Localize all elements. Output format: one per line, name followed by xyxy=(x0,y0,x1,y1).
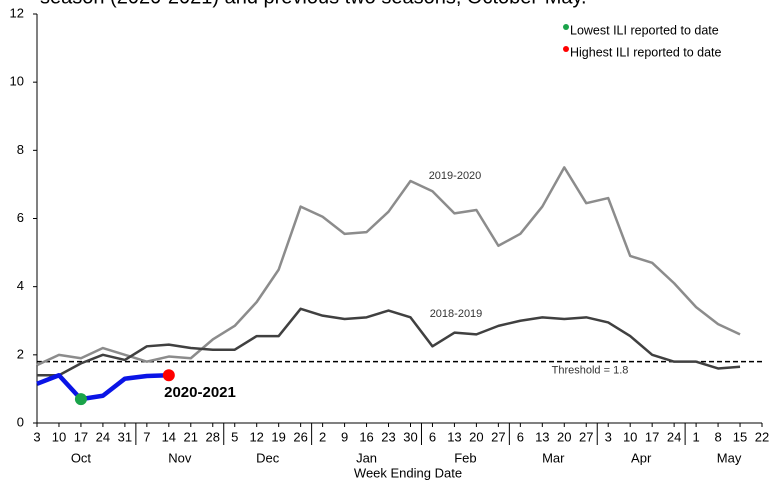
x-tick-label: 21 xyxy=(184,429,198,444)
x-tick-label: 3 xyxy=(33,429,40,444)
y-tick-label: 6 xyxy=(17,210,24,225)
x-tick-label: 27 xyxy=(579,429,593,444)
x-tick-label: 9 xyxy=(341,429,348,444)
series-label: 2019-2020 xyxy=(429,170,482,182)
x-tick-label: 14 xyxy=(162,429,176,444)
x-axis-label: Week Ending Date xyxy=(354,465,462,480)
x-tick-label: 17 xyxy=(645,429,659,444)
x-tick-label: 24 xyxy=(667,429,681,444)
x-tick-label: 16 xyxy=(359,429,373,444)
x-tick-label: 31 xyxy=(118,429,132,444)
x-tick-label: 22 xyxy=(755,429,769,444)
x-tick-label: 17 xyxy=(74,429,88,444)
x-tick-label: 27 xyxy=(491,429,505,444)
y-tick-label: 8 xyxy=(17,142,24,157)
month-label: Feb xyxy=(454,450,476,465)
series-line xyxy=(37,307,741,377)
x-tick-label: 28 xyxy=(206,429,220,444)
x-tick-label: 3 xyxy=(605,429,612,444)
x-tick-label: 12 xyxy=(249,429,263,444)
series-line xyxy=(36,166,741,367)
y-tick-label: 0 xyxy=(17,414,24,429)
x-tick-label: 20 xyxy=(557,429,571,444)
x-tick-label: 6 xyxy=(429,429,436,444)
month-label: Dec xyxy=(256,450,280,465)
x-tick-label: 13 xyxy=(535,429,549,444)
ili-marker xyxy=(162,369,175,382)
chart-title: season (2020-2021) and previous two seas… xyxy=(40,0,587,8)
month-label: Mar xyxy=(542,450,565,465)
month-label: May xyxy=(717,450,742,465)
x-tick-label: 6 xyxy=(517,429,524,444)
y-tick-label: 12 xyxy=(10,5,24,20)
x-tick-label: 8 xyxy=(714,429,721,444)
x-tick-label: 10 xyxy=(52,429,66,444)
x-tick-label: 15 xyxy=(733,429,747,444)
month-label: Jan xyxy=(356,450,377,465)
series-label: 2020-2021 xyxy=(164,384,236,401)
legend-label: Lowest ILI reported to date xyxy=(570,23,719,37)
y-tick-label: 2 xyxy=(17,346,24,361)
legend-dot xyxy=(563,24,569,30)
x-tick-label: 10 xyxy=(623,429,637,444)
legend-label: Highest ILI reported to date xyxy=(570,45,722,59)
x-tick-label: 26 xyxy=(293,429,307,444)
month-label: Apr xyxy=(631,450,652,465)
x-tick-label: 24 xyxy=(96,429,110,444)
x-tick-label: 1 xyxy=(692,429,699,444)
y-tick-label: 4 xyxy=(17,278,24,293)
series-line xyxy=(36,373,169,402)
x-tick-label: 23 xyxy=(381,429,395,444)
ili-marker xyxy=(74,393,87,406)
x-tick-label: 30 xyxy=(403,429,417,444)
x-tick-label: 2 xyxy=(319,429,326,444)
month-label: Nov xyxy=(168,450,192,465)
x-tick-label: 7 xyxy=(143,429,150,444)
threshold-label: Threshold = 1.8 xyxy=(552,365,629,377)
legend-dot xyxy=(563,46,569,52)
x-tick-label: 13 xyxy=(447,429,461,444)
series-label: 2018-2019 xyxy=(430,308,483,320)
x-tick-label: 19 xyxy=(271,429,285,444)
x-tick-label: 5 xyxy=(231,429,238,444)
x-tick-label: 20 xyxy=(469,429,483,444)
month-label: Oct xyxy=(71,450,92,465)
y-tick-label: 10 xyxy=(10,74,24,89)
